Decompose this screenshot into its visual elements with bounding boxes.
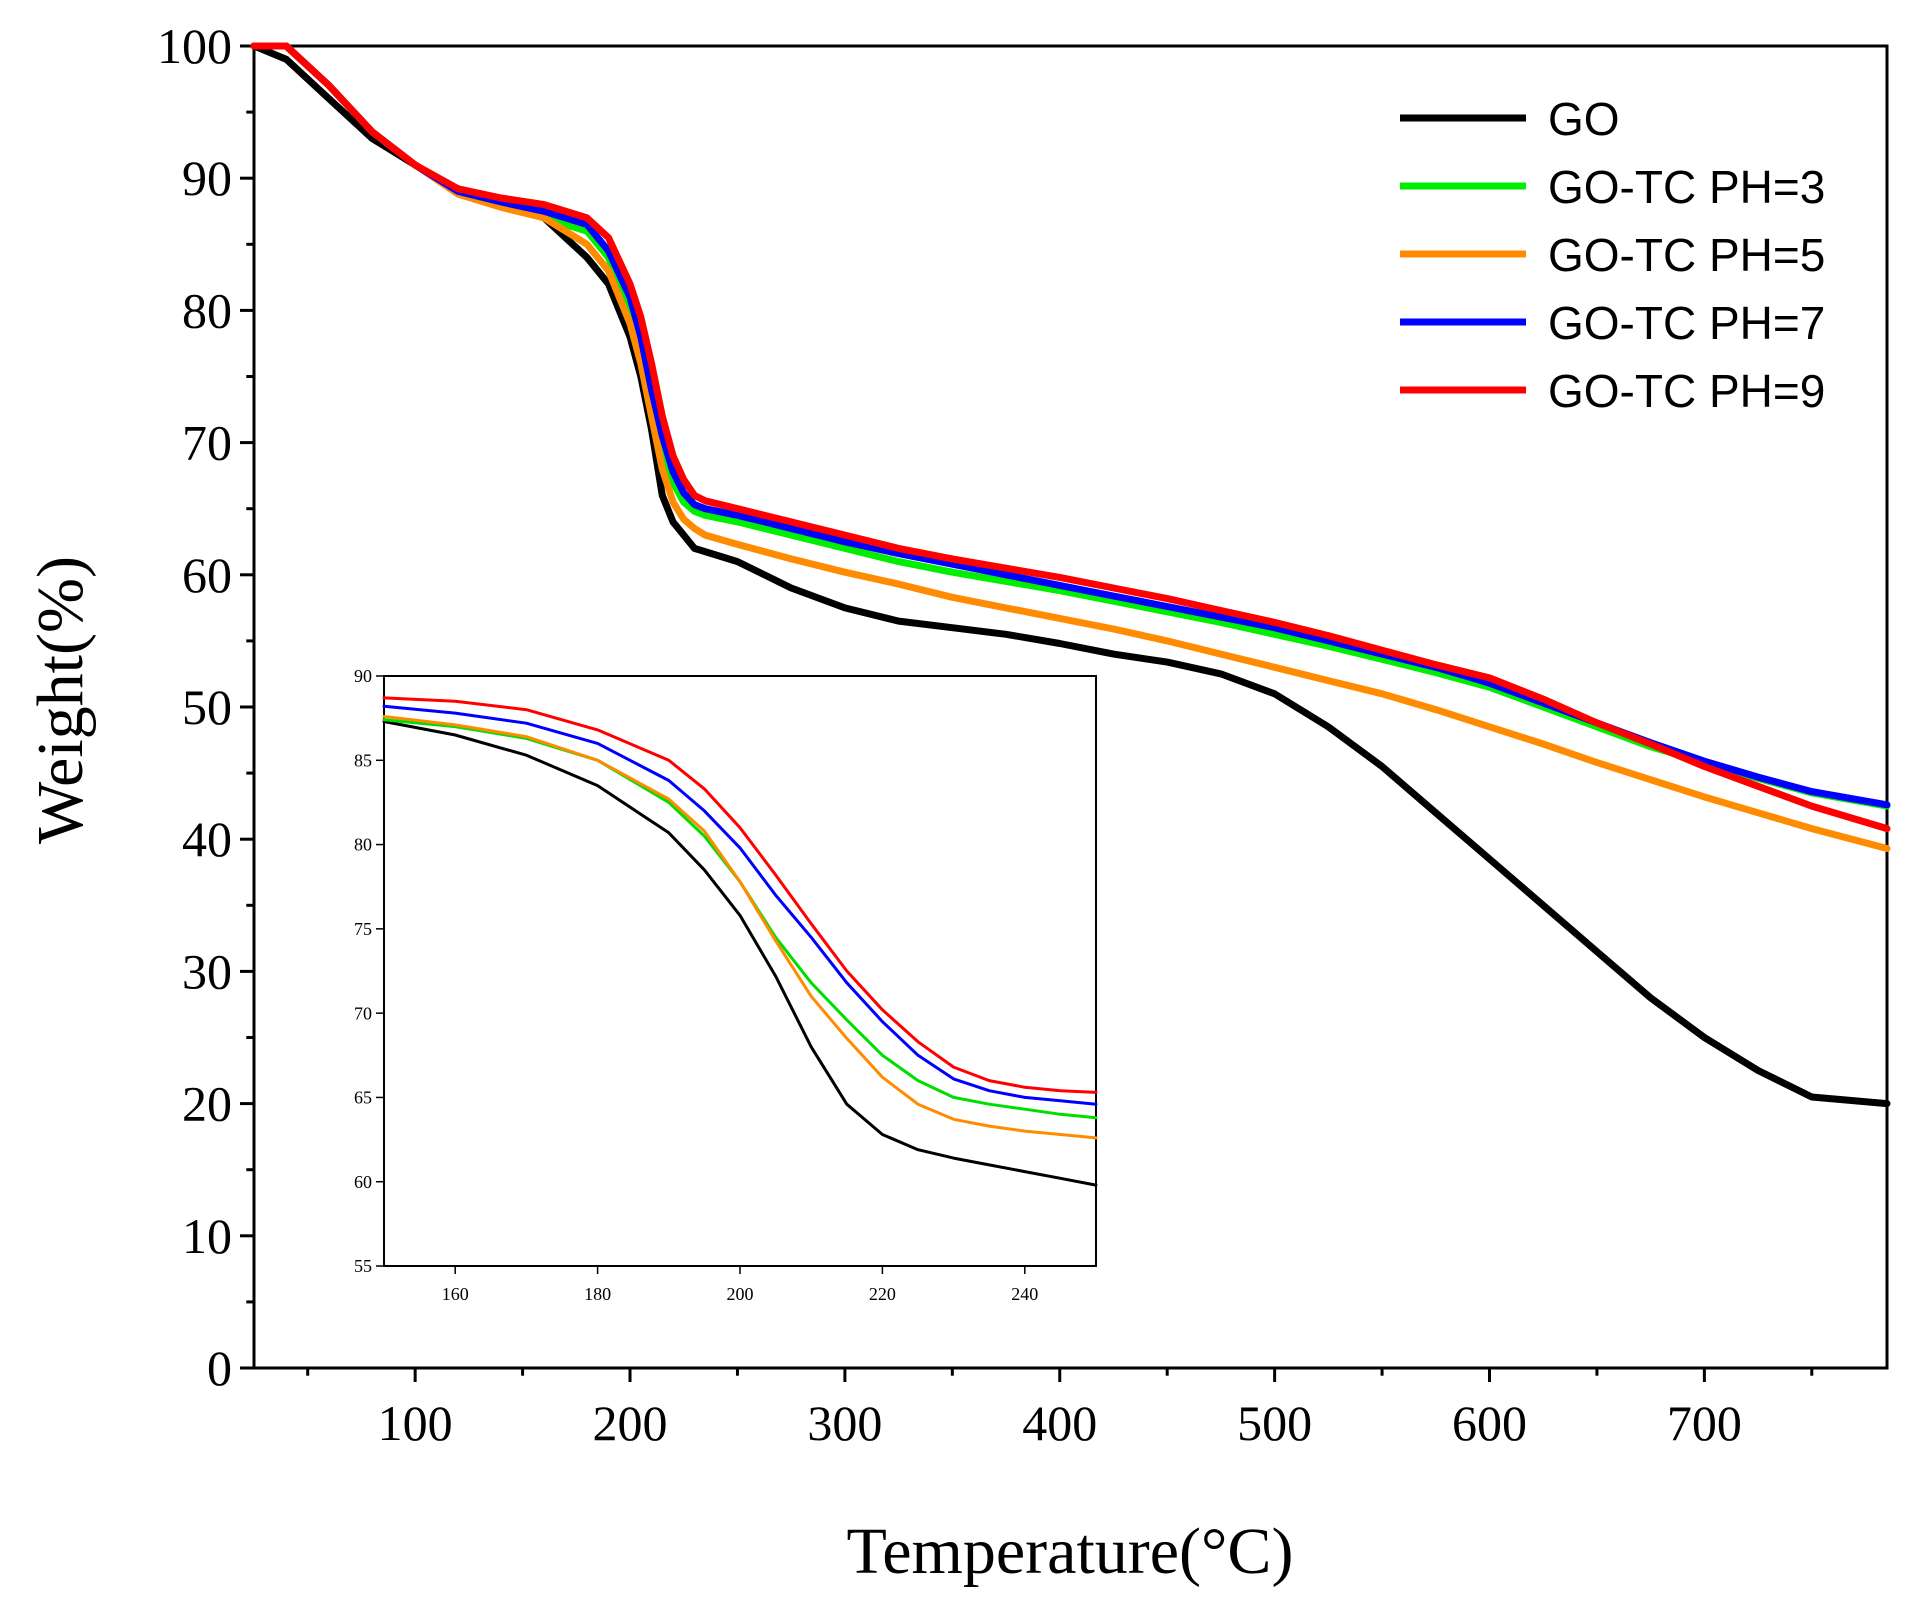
legend-label: GO-TC PH=3 xyxy=(1548,161,1825,213)
inset-y-tick-label: 90 xyxy=(354,666,372,686)
inset-x-tick-label: 240 xyxy=(1011,1284,1038,1304)
legend-label: GO-TC PH=5 xyxy=(1548,229,1825,281)
inset-series-go-tc-ph-5 xyxy=(382,715,1098,1140)
inset-y-tick-label: 80 xyxy=(354,835,372,855)
legend-label: GO-TC PH=9 xyxy=(1548,365,1825,417)
main-y-tick-label: 80 xyxy=(182,282,232,338)
main-x-tick-label: 600 xyxy=(1452,1395,1527,1451)
inset-y-tick-label: 75 xyxy=(354,919,372,939)
main-y-tick-label: 20 xyxy=(182,1076,232,1132)
main-x-tick-label: 500 xyxy=(1237,1395,1312,1451)
inset-series-group xyxy=(382,696,1098,1187)
main-y-tick-label: 30 xyxy=(182,943,232,999)
inset-y-tick-label: 85 xyxy=(354,750,372,770)
inset-x-tick-label: 200 xyxy=(727,1284,754,1304)
inset-axis-ticks: 160 180 200 220 240 55 60 65 70 75 80 85 90 xyxy=(354,666,1038,1304)
inset-series-go-tc-ph-9 xyxy=(382,696,1098,1094)
main-y-tick-label: 60 xyxy=(182,547,232,603)
legend-label: GO-TC PH=7 xyxy=(1548,297,1825,349)
main-y-tick-label: 100 xyxy=(157,18,232,74)
main-series-group xyxy=(250,42,1891,1108)
inset-y-tick-label: 70 xyxy=(354,1003,372,1023)
inset-y-tick-label: 65 xyxy=(354,1088,372,1108)
main-x-tick-label: 400 xyxy=(1022,1395,1097,1451)
x-axis-title: Temperature(°C) xyxy=(847,1515,1294,1588)
main-y-tick-label: 0 xyxy=(207,1340,232,1396)
main-series-go-tc-ph-7 xyxy=(250,42,1891,809)
main-y-tick-label: 10 xyxy=(182,1208,232,1264)
inset-y-tick-label: 60 xyxy=(354,1172,372,1192)
inset-y-tick-label: 55 xyxy=(354,1256,372,1276)
main-series-go-tc-ph-9 xyxy=(250,42,1891,833)
main-y-tick-label: 50 xyxy=(182,679,232,735)
inset-x-tick-label: 220 xyxy=(869,1284,896,1304)
inset-series-go xyxy=(382,720,1098,1187)
legend-label: GO xyxy=(1548,93,1620,145)
main-x-tick-label: 100 xyxy=(378,1395,453,1451)
main-y-tick-label: 40 xyxy=(182,811,232,867)
main-x-tick-label: 200 xyxy=(593,1395,668,1451)
main-x-tick-label: 700 xyxy=(1667,1395,1742,1451)
main-axis-ticks: 100 200 300 400 500 600 700 0 10 20 30 40 50 60 70 80 90… xyxy=(157,18,1814,1451)
inset-x-tick-label: 180 xyxy=(584,1284,611,1304)
y-axis-title: Weight(%) xyxy=(24,556,97,844)
main-y-tick-label: 90 xyxy=(182,150,232,206)
legend: GO GO-TC PH=3 GO-TC PH=5 GO-TC PH=7 GO-TC PH… xyxy=(1400,93,1825,417)
main-x-tick-label: 300 xyxy=(807,1395,882,1451)
inset-series-go-tc-ph-7 xyxy=(382,704,1098,1106)
main-series-go-tc-ph-5 xyxy=(250,42,1891,852)
inset-x-tick-label: 160 xyxy=(442,1284,469,1304)
main-y-tick-label: 70 xyxy=(182,415,232,471)
inset-plot-frame xyxy=(383,675,1097,1267)
